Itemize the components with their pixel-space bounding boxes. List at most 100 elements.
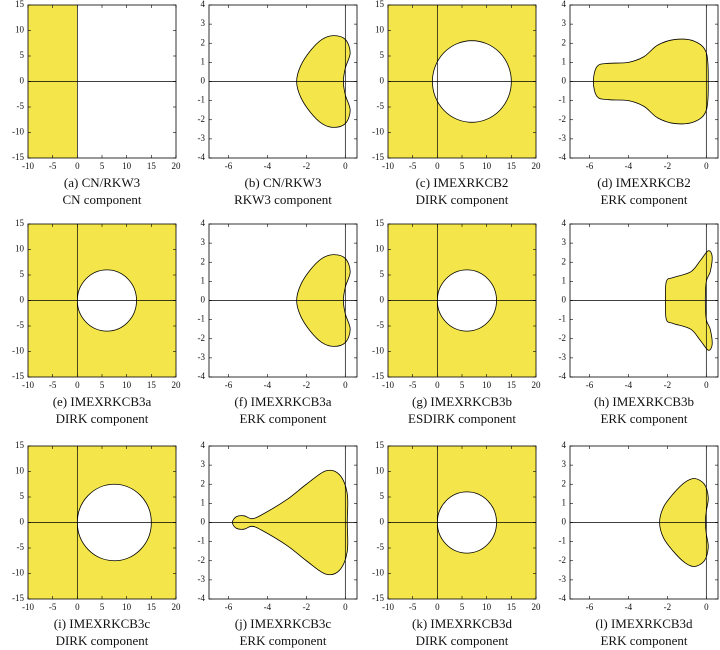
plot-area <box>209 5 357 158</box>
x-tick-label: 0 <box>75 161 80 171</box>
y-tick-label: 4 <box>201 218 206 228</box>
y-tick-label: -5 <box>377 101 385 111</box>
y-tick-label: -1 <box>559 95 567 105</box>
y-tick-label: 0 <box>562 76 567 86</box>
y-tick-label: 15 <box>15 440 25 450</box>
x-tick-label: 20 <box>532 380 542 390</box>
x-tick-label: 15 <box>147 602 157 612</box>
y-tick-label: 4 <box>201 0 206 9</box>
y-tick-label: -1 <box>559 536 567 546</box>
x-tick-label: -4 <box>264 161 272 171</box>
panel: -6 -4 -2 0 -4 -3 -2 -1 0 1 2 3 4 (h) IMEXRKCB3b ERK co… <box>559 218 719 426</box>
panel-caption: (f) IMEXRKCB3a <box>234 394 331 409</box>
y-tick-label: -5 <box>17 101 25 111</box>
x-tick-label: 0 <box>343 380 348 390</box>
x-tick-label: -10 <box>22 161 34 171</box>
y-tick-label: -3 <box>198 352 206 362</box>
panel-caption: (l) IMEXRKCB3d <box>595 616 693 631</box>
x-tick-label: 0 <box>704 602 709 612</box>
y-tick-label: 3 <box>201 18 206 28</box>
y-tick-label: -2 <box>198 114 206 124</box>
y-tick-label: 3 <box>201 237 206 247</box>
y-tick-label: 0 <box>380 517 385 527</box>
y-tick-label: 15 <box>15 218 25 228</box>
plot-area <box>28 224 176 377</box>
y-tick-label: 1 <box>562 497 567 507</box>
y-tick-label: -2 <box>198 333 206 343</box>
x-tick-label: 20 <box>172 380 182 390</box>
y-tick-label: 15 <box>375 440 385 450</box>
x-tick-label: 15 <box>507 380 517 390</box>
x-tick-label: -6 <box>225 380 233 390</box>
x-tick-label: -10 <box>382 602 394 612</box>
x-tick-label: -5 <box>409 380 417 390</box>
panel-caption: (c) IMEXRKCB2 <box>416 175 509 190</box>
x-tick-label: -10 <box>22 380 34 390</box>
y-tick-label: -1 <box>559 314 567 324</box>
x-tick-label: -5 <box>49 161 57 171</box>
y-tick-label: -3 <box>559 352 567 362</box>
y-tick-label: -5 <box>377 320 385 330</box>
x-tick-label: 20 <box>532 161 542 171</box>
y-tick-label: 0 <box>380 295 385 305</box>
x-tick-label: -6 <box>586 161 594 171</box>
y-tick-label: -4 <box>559 371 567 381</box>
y-tick-label: 0 <box>20 517 25 527</box>
y-tick-label: 15 <box>15 0 25 9</box>
y-tick-label: 2 <box>562 478 567 488</box>
y-tick-label: 0 <box>20 295 25 305</box>
x-tick-label: 0 <box>343 161 348 171</box>
y-tick-label: 5 <box>380 50 385 60</box>
panel-caption: (j) IMEXRKCB3c <box>235 616 332 631</box>
x-tick-label: -6 <box>225 161 233 171</box>
y-tick-label: 1 <box>201 275 206 285</box>
x-tick-label: -2 <box>303 602 311 612</box>
y-tick-label: 0 <box>562 517 567 527</box>
y-tick-label: -4 <box>559 593 567 603</box>
y-tick-label: -3 <box>559 133 567 143</box>
y-tick-label: -10 <box>372 346 384 356</box>
y-tick-label: 1 <box>201 56 206 66</box>
plot-area <box>209 224 357 377</box>
y-tick-label: 1 <box>562 275 567 285</box>
y-tick-label: 10 <box>15 244 25 254</box>
plot-area <box>388 5 536 158</box>
y-tick-label: 10 <box>375 25 385 35</box>
y-tick-label: 2 <box>562 37 567 47</box>
panel-caption: DIRK component <box>56 633 149 648</box>
panel-caption: CN component <box>62 192 141 207</box>
y-tick-label: -1 <box>198 95 206 105</box>
x-tick-label: -5 <box>409 602 417 612</box>
x-tick-label: 15 <box>507 161 517 171</box>
y-tick-label: 5 <box>20 50 25 60</box>
x-tick-label: 0 <box>435 380 440 390</box>
x-tick-label: 0 <box>704 161 709 171</box>
y-tick-label: -5 <box>17 320 25 330</box>
y-tick-label: 10 <box>375 244 385 254</box>
x-tick-label: 0 <box>75 602 80 612</box>
y-tick-label: 3 <box>562 459 567 469</box>
y-tick-label: -4 <box>198 152 206 162</box>
x-tick-label: 0 <box>435 161 440 171</box>
y-tick-label: 5 <box>380 269 385 279</box>
panel-caption: (d) IMEXRKCB2 <box>597 175 691 190</box>
panel-caption: (h) IMEXRKCB3b <box>594 394 694 409</box>
plot-area <box>388 224 536 377</box>
x-tick-label: -10 <box>382 161 394 171</box>
y-tick-label: 15 <box>375 0 385 9</box>
x-tick-label: 5 <box>460 602 465 612</box>
y-tick-label: 3 <box>562 237 567 247</box>
panel: -6 -4 -2 0 -4 -3 -2 -1 0 1 2 3 4 (f) IMEXRKCB3a ERK co… <box>198 218 358 426</box>
y-tick-label: -10 <box>12 568 24 578</box>
x-tick-label: -10 <box>382 380 394 390</box>
y-tick-label: -4 <box>198 593 206 603</box>
y-tick-label: 15 <box>375 218 385 228</box>
plot-area <box>570 224 718 377</box>
y-tick-label: 4 <box>562 218 567 228</box>
y-tick-label: -1 <box>198 536 206 546</box>
y-tick-label: -4 <box>559 152 567 162</box>
x-tick-label: -2 <box>664 161 672 171</box>
